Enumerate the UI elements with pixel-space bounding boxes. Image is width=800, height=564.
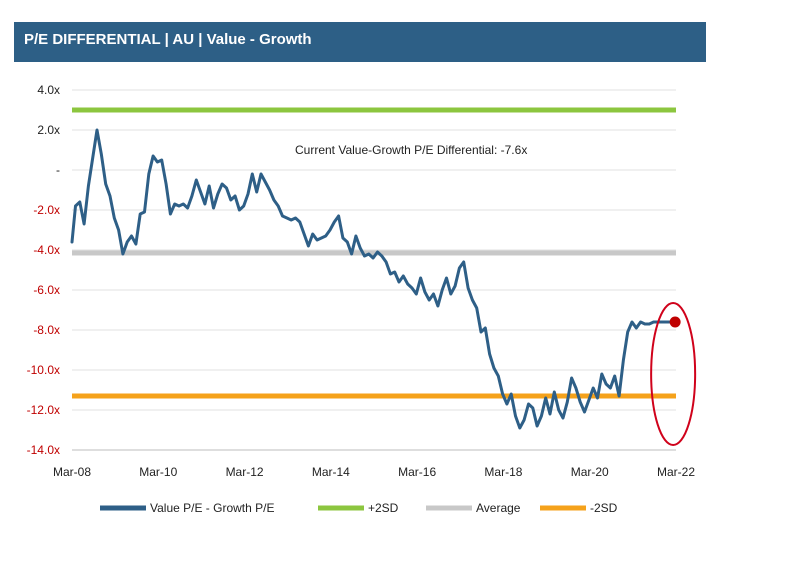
x-tick-label: Mar-20 xyxy=(571,465,609,479)
y-tick-label: - xyxy=(56,163,60,177)
y-tick-label: 4.0x xyxy=(37,83,60,97)
y-tick-label: -12.0x xyxy=(27,403,60,417)
y-tick-label: -8.0x xyxy=(33,323,60,337)
legend-label: Average xyxy=(476,501,521,515)
y-tick-label: -4.0x xyxy=(33,243,60,257)
y-tick-label: -6.0x xyxy=(33,283,60,297)
legend-label: Value P/E - Growth P/E xyxy=(150,501,275,515)
series-line-value-growth xyxy=(70,128,677,430)
x-tick-label: Mar-08 xyxy=(53,465,91,479)
x-tick-label: Mar-14 xyxy=(312,465,350,479)
x-tick-label: Mar-22 xyxy=(657,465,695,479)
y-tick-label: -14.0x xyxy=(27,443,60,457)
x-tick-label: Mar-18 xyxy=(484,465,522,479)
x-tick-label: Mar-12 xyxy=(226,465,264,479)
x-tick-label: Mar-16 xyxy=(398,465,436,479)
y-tick-label: 2.0x xyxy=(37,123,60,137)
legend-label: -2SD xyxy=(590,501,618,515)
current-value-marker xyxy=(669,316,681,328)
chart-title: P/E DIFFERENTIAL | AU | Value - Growth xyxy=(24,31,312,48)
current-highlight-ellipse xyxy=(650,302,697,446)
y-tick-label: -10.0x xyxy=(27,363,60,377)
x-tick-label: Mar-10 xyxy=(139,465,177,479)
current-differential-annotation: Current Value-Growth P/E Differential: -… xyxy=(295,143,527,157)
legend-label: +2SD xyxy=(368,501,399,515)
y-tick-label: -2.0x xyxy=(33,203,60,217)
chart-title-bar: P/E DIFFERENTIAL | AU | Value - Growth xyxy=(14,22,706,62)
